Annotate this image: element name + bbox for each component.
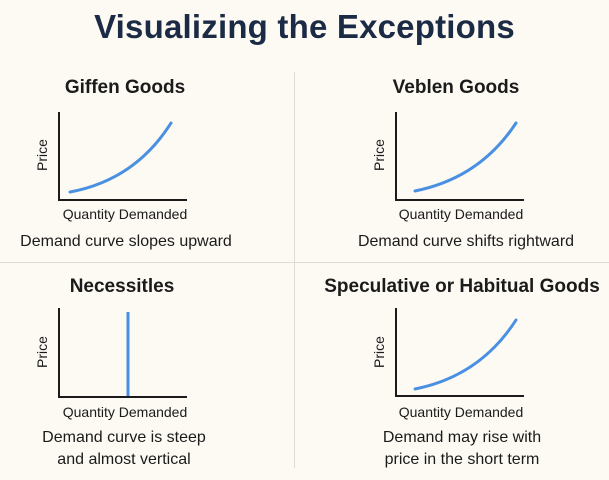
- x-axis-label: Quantity Demanded: [62, 206, 188, 222]
- panel-caption: Demand curve slopes upward: [20, 233, 232, 250]
- axes-necessities: [58, 308, 187, 398]
- x-axis-label: Quantity Demanded: [398, 206, 524, 222]
- panel-title: Veblen Goods: [392, 77, 520, 98]
- vertical-divider: [294, 72, 295, 468]
- axes-speculative: [395, 308, 524, 397]
- panel-title: Necessitles: [69, 276, 175, 297]
- panel-caption: Demand may rise with price in the short t…: [382, 429, 542, 468]
- x-axis-label: Quantity Demanded: [62, 404, 188, 420]
- panel-title: Giffen Goods: [64, 77, 186, 98]
- demand-curve-speculative: [413, 318, 518, 391]
- horizontal-divider: [0, 262, 609, 263]
- axes-veblen: [395, 112, 524, 201]
- panel-caption: Demand curve shifts rightward: [357, 233, 575, 250]
- page-title: Visualizing the Exceptions: [94, 8, 515, 45]
- x-axis-label: Quantity Demanded: [398, 404, 524, 420]
- axes-giffen: [58, 112, 187, 201]
- demand-curve-veblen: [413, 121, 518, 193]
- panel-title: Speculative or Habitual Goods: [324, 276, 600, 297]
- demand-curve-giffen: [68, 121, 173, 194]
- panel-caption: Demand curve is steep and almost vertical: [42, 429, 206, 468]
